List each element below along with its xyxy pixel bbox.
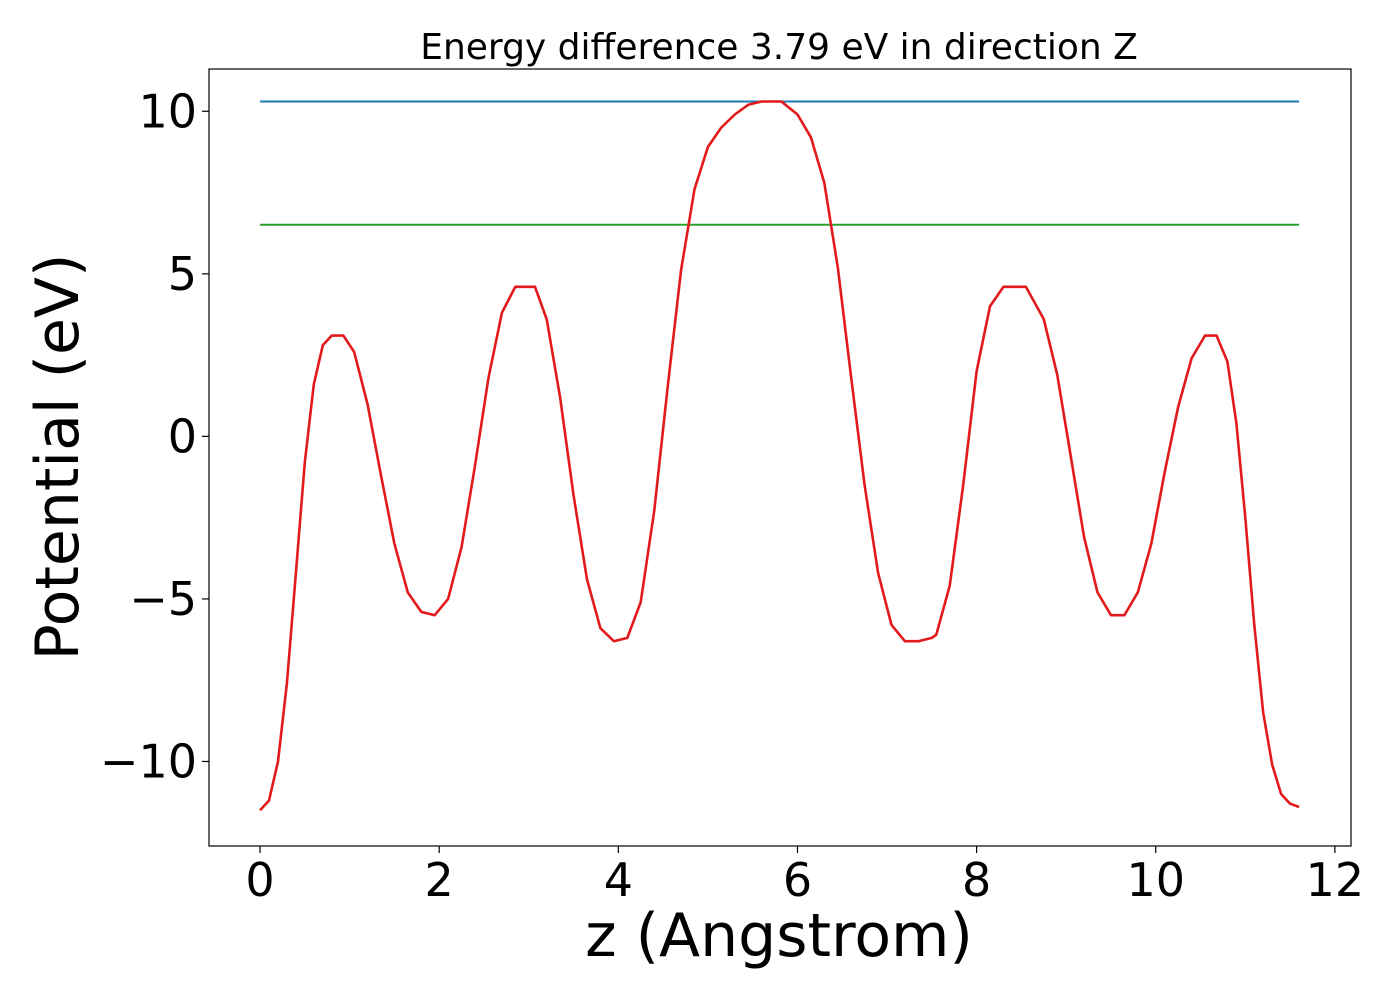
chart-title: Energy difference 3.79 eV in direction Z [420, 27, 1138, 68]
series-layer [259, 100, 1300, 812]
y-tick-label: 10 [138, 84, 197, 138]
x-axis-label: z (Angstrom) [585, 901, 973, 971]
y-axis-label: Potential (eV) [23, 254, 93, 661]
x-tick-label: 6 [783, 853, 812, 907]
x-tick-label: 2 [425, 853, 454, 907]
x-tick-label: 0 [245, 853, 274, 907]
y-axis: −10 −5 0 5 10 [100, 84, 209, 788]
y-tick-label: 0 [168, 409, 197, 463]
x-tick-label: 4 [604, 853, 633, 907]
x-tick-label: 8 [962, 853, 991, 907]
series-line-3 [259, 100, 1300, 812]
plot-area [208, 68, 1352, 847]
y-tick-label: −5 [129, 572, 197, 626]
x-tick-label: 12 [1306, 853, 1365, 907]
x-axis: 0 2 4 6 8 10 12 [245, 846, 1364, 907]
x-tick-label: 10 [1126, 853, 1185, 907]
y-tick-label: 5 [168, 247, 197, 301]
plot-frame [208, 68, 1352, 847]
y-tick-label: −10 [100, 734, 197, 788]
